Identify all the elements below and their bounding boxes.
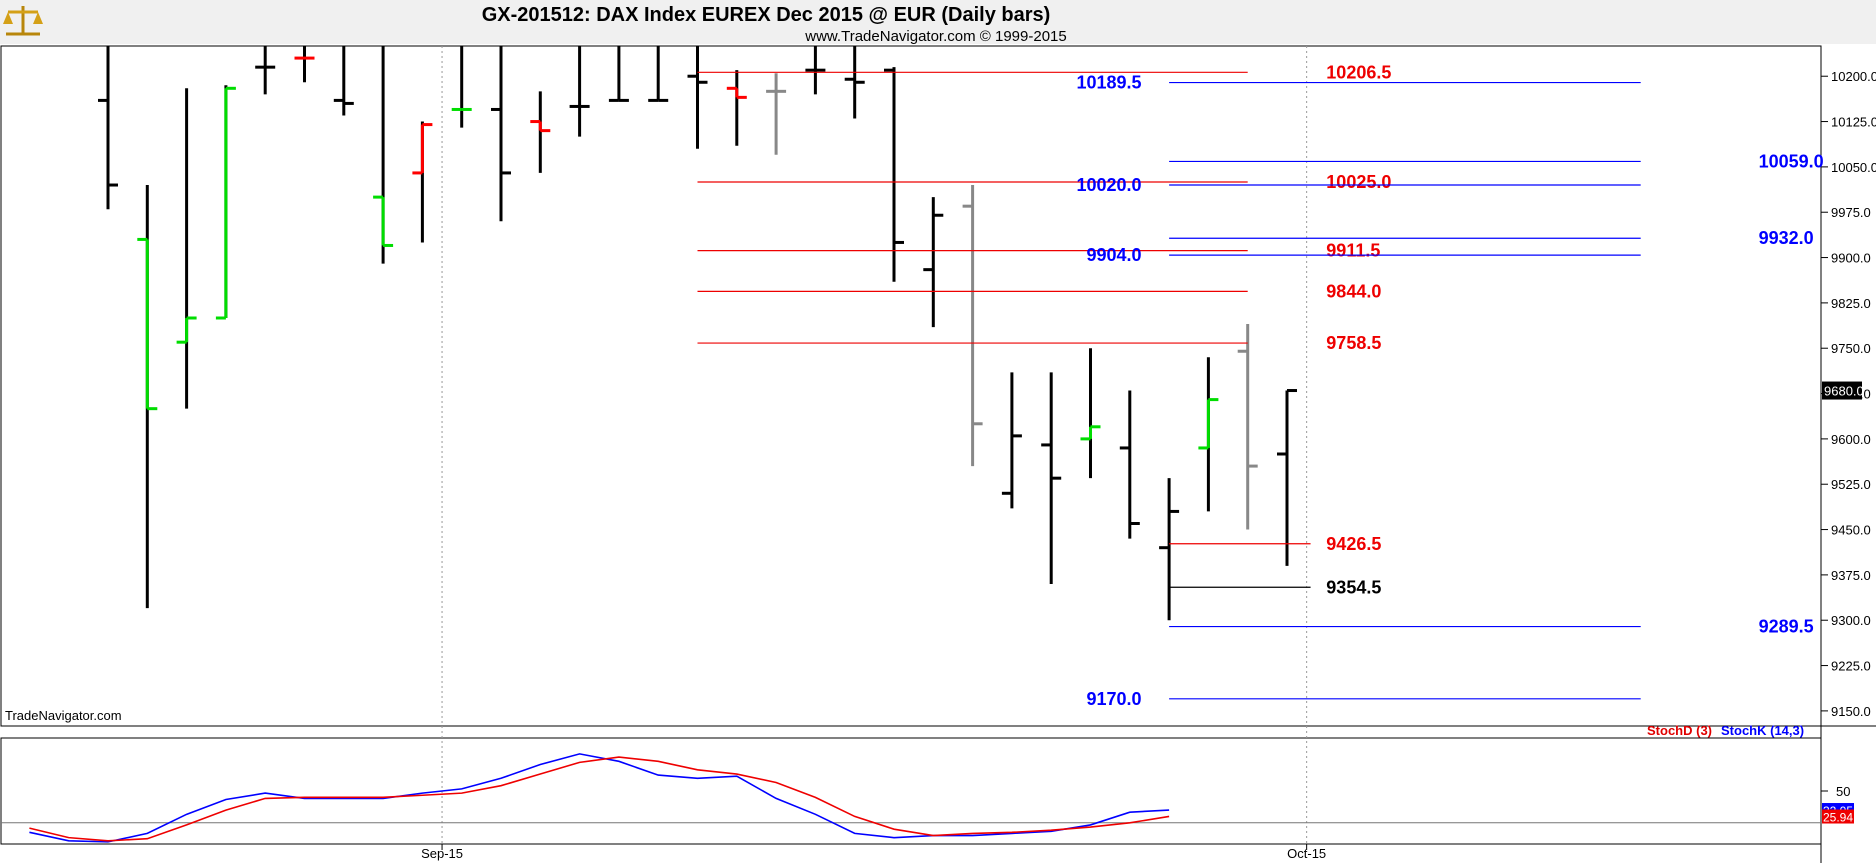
y-tick-label: 9450.0 — [1831, 523, 1871, 538]
legend-stochd: StochD (3) — [1647, 723, 1712, 738]
price-level-9289.5: 9289.5 — [1169, 617, 1814, 637]
level-label: 10025.0 — [1326, 172, 1391, 192]
stoch-value-badge: 25.94 — [1822, 809, 1854, 825]
ohlc-bar — [1237, 324, 1258, 530]
stoch-series-red — [29, 756, 1170, 842]
ohlc-bar — [648, 46, 669, 102]
ohlc-bar — [962, 185, 983, 467]
y-tick-label: 9225.0 — [1831, 659, 1871, 674]
ohlc-bar — [1001, 372, 1022, 509]
y-tick-label: 10125.0 — [1831, 115, 1876, 130]
level-label: 10020.0 — [1077, 175, 1142, 195]
last-price-label: 9680.0 — [1824, 384, 1864, 399]
ohlc-bar — [1041, 372, 1062, 584]
level-label: 10206.5 — [1326, 62, 1391, 82]
ohlc-bar — [1159, 478, 1180, 621]
price-y-axis: 10200.0 10125.0 10050.0 9975.0 9900.0 9825.0 9… — [1821, 69, 1876, 719]
price-level-9426.5: 9426.5 — [1169, 534, 1381, 554]
ohlc-bar — [176, 88, 197, 409]
price-level-10206.5: 10206.5 — [697, 62, 1391, 82]
ohlc-bar — [530, 91, 551, 173]
price-level-9844.0: 9844.0 — [697, 281, 1381, 301]
price-level-10059.0: 10059.0 — [1169, 151, 1824, 171]
ohlc-bar — [373, 46, 394, 264]
ohlc-bar — [137, 185, 158, 609]
legend-stochk: StochK (14,3) — [1721, 723, 1804, 738]
chart-subtitle: www.TradeNavigator.com © 1999-2015 — [804, 28, 1066, 45]
ohlc-bar — [1119, 390, 1140, 539]
x-tick-label: Sep-15 — [421, 846, 463, 861]
y-tick-label: 9600.0 — [1831, 432, 1871, 447]
level-label: 10189.5 — [1077, 73, 1142, 93]
header-bar — [0, 0, 1876, 44]
price-level-9904.0: 9904.0 — [1087, 245, 1641, 265]
ohlc-bar — [1198, 357, 1219, 512]
y-tick-label: 9300.0 — [1831, 613, 1871, 628]
level-label: 9844.0 — [1326, 281, 1381, 301]
level-label: 9426.5 — [1326, 534, 1381, 554]
level-label: 9904.0 — [1087, 245, 1142, 265]
price-level-10189.5: 10189.5 — [1077, 73, 1641, 93]
ohlc-bar — [805, 46, 826, 95]
ohlc-bar — [412, 121, 433, 243]
chart-title: GX-201512: DAX Index EUREX Dec 2015 @ EU… — [482, 4, 1051, 26]
ohlc-bar — [215, 85, 236, 320]
ohlc-bar — [491, 46, 511, 222]
ohlc-bar — [766, 73, 787, 155]
ohlc-bars — [98, 46, 1297, 621]
stoch-value-label: 25.94 — [1823, 811, 1853, 825]
last-price-marker: 9680.0 — [1822, 381, 1864, 400]
ohlc-bar — [687, 46, 708, 149]
stochastic-pane: 5032.0525.94 — [1, 753, 1854, 843]
y-tick-label: 9375.0 — [1831, 568, 1871, 583]
price-levels: 10206.5 10189.5 10059.0 10025.0 10020.0 9932.… — [697, 62, 1824, 709]
price-level-9932.0: 9932.0 — [1169, 228, 1814, 248]
ohlc-bar — [333, 46, 354, 116]
y-tick-label: 10200.0 — [1831, 69, 1876, 84]
level-label: 9911.5 — [1326, 241, 1380, 261]
y-tick-label: 9150.0 — [1831, 704, 1871, 719]
ohlc-bar — [294, 46, 315, 83]
price-level-9758.5: 9758.5 — [697, 333, 1381, 353]
y-tick-label: 10050.0 — [1831, 160, 1876, 175]
ohlc-bar — [255, 46, 276, 95]
level-label: 9932.0 — [1759, 228, 1814, 248]
y-tick-label: 9900.0 — [1831, 251, 1871, 266]
ohlc-bar — [569, 46, 590, 137]
ohlc-bar — [608, 46, 629, 102]
price-level-9170.0: 9170.0 — [1087, 689, 1641, 709]
level-label: 9758.5 — [1326, 333, 1381, 353]
watermark-text: TradeNavigator.com — [5, 708, 122, 723]
ohlc-bar — [1277, 389, 1297, 566]
level-label: 9354.5 — [1326, 577, 1381, 597]
stoch-value-bg — [1822, 809, 1854, 824]
y-tick-label: 9525.0 — [1831, 477, 1871, 492]
ohlc-bar — [844, 46, 865, 119]
price-gridlines — [441, 46, 1308, 844]
price-level-10020.0: 10020.0 — [1077, 175, 1641, 195]
ohlc-bar — [884, 67, 904, 282]
level-label: 10059.0 — [1759, 151, 1824, 171]
price-level-9354.5: 9354.5 — [1169, 577, 1381, 597]
y-tick-label: 9825.0 — [1831, 296, 1871, 311]
y-tick-label: 9975.0 — [1831, 205, 1871, 220]
y-tick-label: 9750.0 — [1831, 341, 1871, 356]
level-label: 9170.0 — [1087, 689, 1142, 709]
stoch-series-blue — [29, 753, 1170, 843]
x-axis: Sep-15 Oct-15 — [421, 844, 1326, 861]
stoch-y-tick-label: 50 — [1836, 784, 1850, 799]
x-tick-label: Oct-15 — [1287, 846, 1326, 861]
ohlc-bar — [923, 197, 944, 328]
balance-scale-logo-icon — [3, 6, 43, 36]
price-level-10025.0: 10025.0 — [697, 172, 1391, 192]
ohlc-bar — [726, 70, 747, 146]
ohlc-bar — [98, 46, 118, 210]
ohlc-bar — [451, 46, 472, 128]
ohlc-bar — [1080, 348, 1101, 479]
level-label: 9289.5 — [1759, 617, 1814, 637]
